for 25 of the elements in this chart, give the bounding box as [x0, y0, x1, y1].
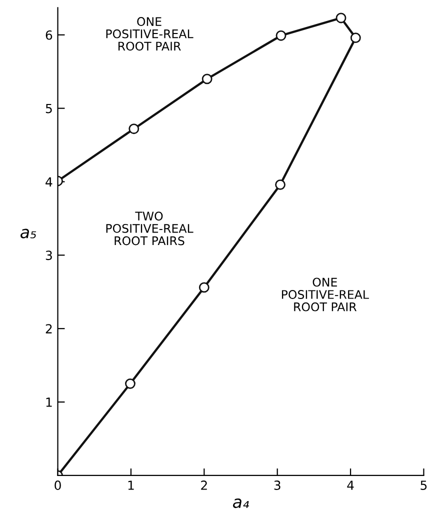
- x-tick-label: 1: [128, 480, 134, 490]
- x-tick-label: 0: [54, 480, 61, 490]
- x-tick-label: 5: [420, 480, 427, 490]
- point: [125, 378, 136, 389]
- y-tick-label: 3: [46, 250, 52, 260]
- y-tick-label: 1: [46, 398, 52, 407]
- y-tick-label: 5: [46, 104, 52, 114]
- y-axis-title: a₅: [20, 228, 36, 238]
- point: [276, 30, 286, 41]
- x-tick-label: 3: [274, 480, 280, 490]
- annotation: ONE POSITIVE-REAL ROOT PAIR: [106, 17, 194, 51]
- point: [128, 124, 140, 134]
- x-tick-label: 4: [347, 480, 354, 490]
- point: [336, 12, 346, 24]
- y-tick-label: 2: [46, 324, 52, 334]
- y-tick-label: 6: [46, 30, 52, 40]
- x-axis-title: a₄: [232, 498, 250, 508]
- x-tick-label: 2: [201, 480, 207, 490]
- annotation: TWO POSITIVE-REAL ROOT PAIRS: [106, 212, 194, 246]
- point: [350, 32, 361, 44]
- point: [198, 282, 210, 293]
- point: [202, 74, 212, 84]
- point: [275, 179, 286, 190]
- y-tick-label: 4: [46, 177, 52, 186]
- annotation: ONE POSITIVE-REAL ROOT PAIR: [282, 278, 369, 312]
